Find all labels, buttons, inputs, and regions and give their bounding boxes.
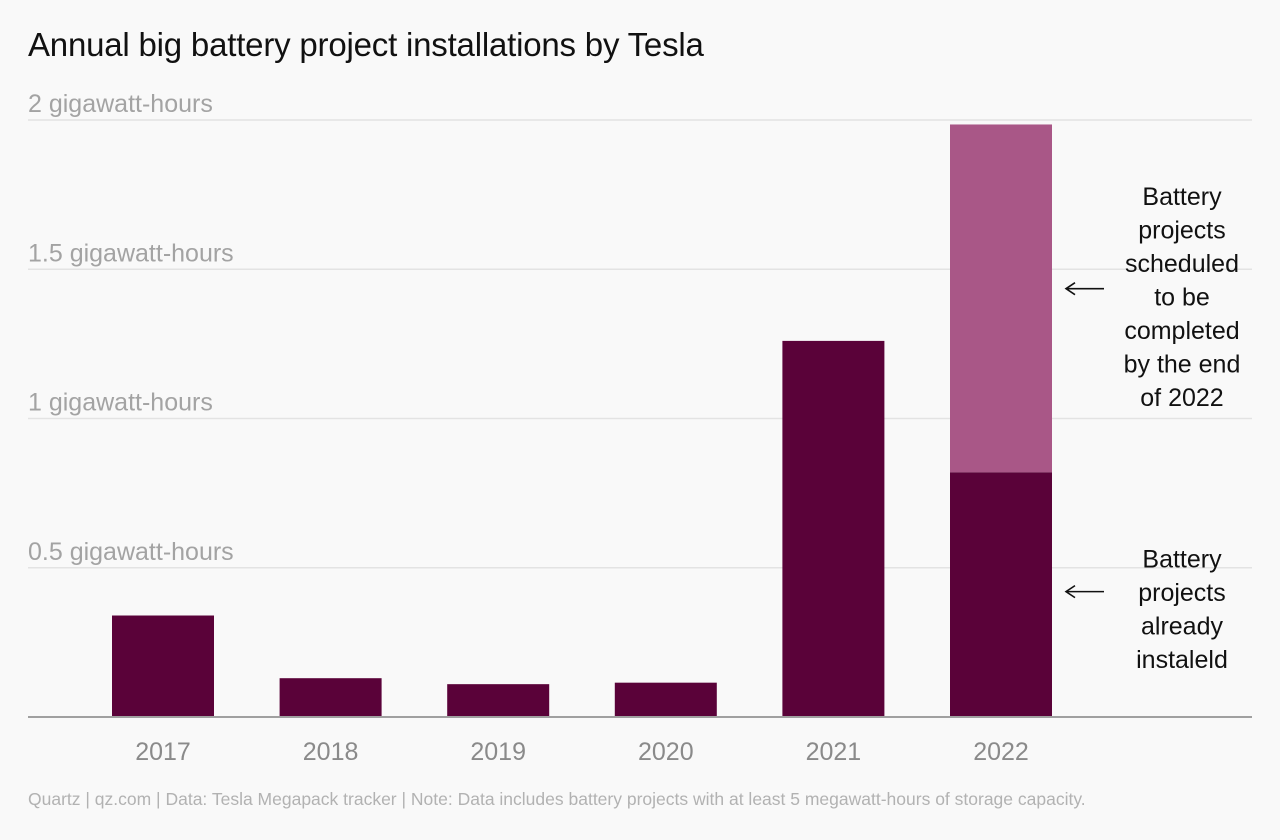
y-axis-tick-labels: 2 gigawatt-hours 1.5 gigawatt-hours 1 giga… — [28, 90, 234, 566]
y-tick-label: 0.5 gigawatt-hours — [28, 538, 234, 566]
annotation-line: Battery — [1142, 183, 1222, 211]
x-tick-label: 2019 — [470, 738, 526, 766]
x-axis-tick-labels: 2017 2018 2019 2020 2021 2022 — [135, 738, 1029, 766]
bar-scheduled — [950, 124, 1052, 473]
annotation-line: instaleld — [1136, 646, 1228, 674]
annotations: Battery projects scheduled to be completed by… — [1064, 183, 1241, 674]
annotation-line: projects — [1138, 579, 1226, 607]
source-footnote: Quartz | qz.com | Data: Tesla Megapack t… — [28, 789, 1086, 809]
x-tick-label: 2018 — [303, 738, 359, 766]
annotation-line: of 2022 — [1140, 384, 1223, 412]
bars — [112, 124, 1052, 717]
x-tick-label: 2021 — [806, 738, 862, 766]
chart-title: Annual big battery project installations… — [28, 26, 704, 63]
annotation-line: already — [1141, 612, 1223, 640]
bar-installed — [782, 340, 885, 717]
arrowhead-icon — [1064, 281, 1076, 296]
bar-installed — [112, 615, 214, 717]
annotation-line: Battery — [1142, 545, 1222, 573]
x-tick-label: 2020 — [638, 738, 694, 766]
bar-installed — [614, 682, 717, 717]
bar-installed — [447, 684, 550, 717]
annotation-line: completed — [1124, 317, 1239, 345]
x-tick-label: 2022 — [973, 738, 1029, 766]
annotation: Battery projects scheduled to be completed by… — [1064, 183, 1241, 412]
annotation-line: by the end — [1124, 350, 1241, 378]
bar-installed — [279, 678, 382, 717]
arrowhead-icon — [1064, 584, 1076, 599]
y-tick-label: 1.5 gigawatt-hours — [28, 239, 234, 267]
annotation: Battery projects already instaleld — [1064, 545, 1228, 674]
y-tick-label: 2 gigawatt-hours — [28, 90, 213, 118]
annotation-line: scheduled — [1125, 250, 1239, 278]
y-tick-label: 1 gigawatt-hours — [28, 389, 213, 417]
annotation-line: to be — [1154, 283, 1210, 311]
bar-installed — [950, 472, 1052, 717]
annotation-line: projects — [1138, 216, 1226, 244]
gridlines — [28, 119, 1252, 569]
x-tick-label: 2017 — [135, 738, 191, 766]
